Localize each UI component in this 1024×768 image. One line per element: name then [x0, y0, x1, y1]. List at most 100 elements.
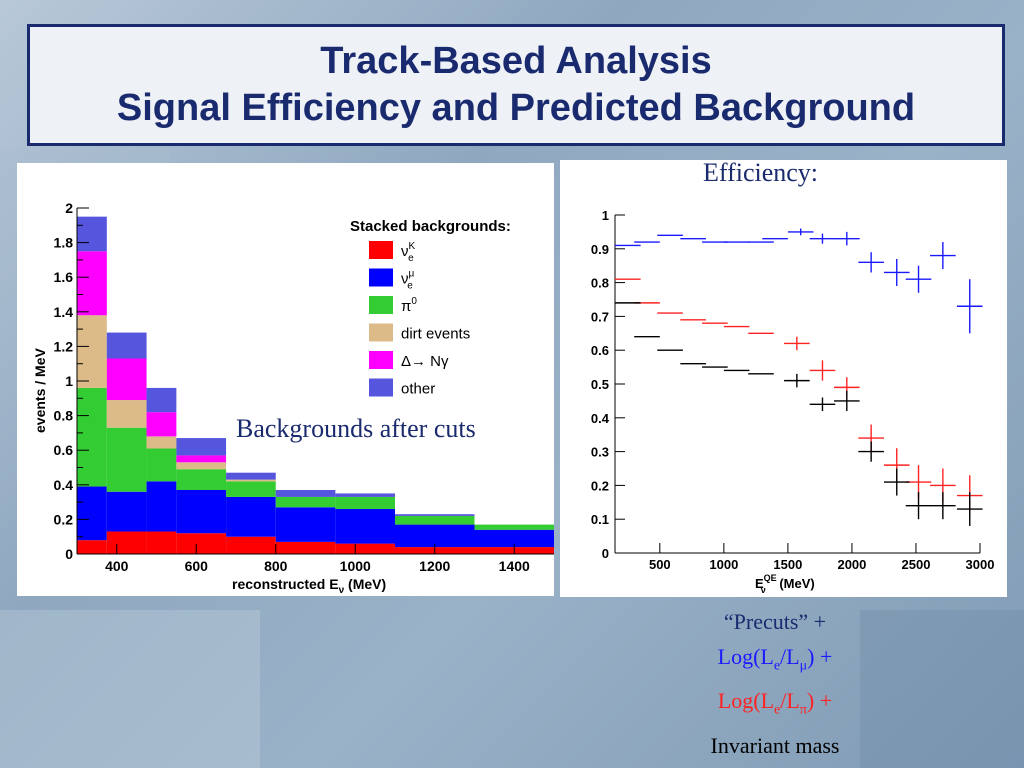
bar-segment	[146, 531, 177, 554]
x-tick-label: 2000	[837, 557, 866, 572]
y-tick-label: 1	[65, 373, 73, 389]
bar-segment	[176, 533, 227, 554]
legend-swatch	[369, 351, 393, 369]
y-tick-label: 0.3	[591, 445, 609, 460]
backgrounds-label: Backgrounds after cuts	[234, 414, 478, 444]
cut-log-mu-post: ) +	[807, 644, 833, 669]
bar-segment	[176, 455, 227, 463]
y-tick-label: 2	[65, 200, 73, 216]
legend-swatch	[369, 378, 393, 397]
x-tick-label: 500	[649, 557, 671, 572]
legend-swatch	[369, 268, 393, 287]
legend-title: Stacked backgrounds:	[350, 218, 511, 235]
y-tick-label: 0.9	[591, 242, 609, 257]
y-tick-label: 0.2	[54, 511, 74, 527]
y-tick-label: 0.5	[591, 377, 609, 392]
legend-label-main: ν	[401, 243, 409, 260]
y-tick-label: 0.8	[591, 276, 609, 291]
x-axis-label-unit: (MeV)	[776, 576, 815, 591]
x-tick-label: 800	[264, 558, 288, 574]
cut-log-pi-mid: /L	[780, 688, 800, 714]
bar-segment	[275, 507, 336, 542]
legend-label: νμ e	[401, 269, 415, 292]
cut-log-pi-pre: Log(L	[717, 688, 775, 714]
bar-segment	[146, 481, 177, 532]
y-tick-label: 0.4	[591, 411, 610, 426]
legend-label-sup: K	[409, 241, 416, 252]
bar-segment	[226, 536, 276, 554]
bar-segment	[106, 400, 147, 428]
cut-log-pi: Log(Le/Lπ) +	[690, 683, 860, 727]
bar-segment	[474, 529, 554, 548]
bar-segment	[106, 491, 147, 532]
x-axis-label-sub: ν	[339, 585, 345, 596]
bar-segment	[146, 412, 177, 437]
bar-segment	[395, 524, 475, 548]
legend-swatch	[369, 296, 393, 314]
cut-log-pi-sub: π	[799, 702, 807, 718]
y-tick-label: 0	[65, 546, 73, 562]
cut-log-pi-post: ) +	[806, 688, 833, 714]
stacked-background-chart: 0 0.2 0.4 0.6 0.8 1 1.2 1.4 1.6 1.8 2 400 600 800 1000…	[32, 200, 554, 596]
bar-segment	[226, 481, 276, 497]
bar-segment	[176, 438, 227, 456]
x-tick-label: 2500	[902, 557, 931, 572]
background-tile	[0, 610, 260, 768]
bar-segment	[226, 472, 276, 480]
bar-segment	[106, 531, 147, 554]
legend-label-main: dirt events	[401, 326, 470, 343]
x-tick-label: 1200	[419, 558, 450, 574]
cut-log-mu-pre: Log(L	[717, 644, 774, 669]
legend-label-main: π	[401, 298, 411, 315]
cut-log-mu-mid: /L	[780, 644, 800, 669]
bar-segment	[106, 427, 147, 492]
bar-segment	[77, 315, 107, 388]
bar-segment	[77, 387, 107, 487]
cut-log-mu-e: e	[773, 658, 781, 674]
bar-segment	[335, 543, 395, 554]
legend-label: νK e	[401, 241, 416, 264]
bar-segment	[275, 496, 336, 508]
bar-segment	[146, 436, 177, 449]
bar-segment	[106, 358, 147, 401]
y-axis-label: events / MeV	[32, 348, 48, 433]
y-tick-label: 0.2	[591, 478, 609, 493]
legend-label-main: ν	[401, 271, 409, 288]
bar-segment	[146, 448, 177, 482]
cut-precuts: “Precuts” +	[723, 609, 827, 634]
x-tick-label: 1500	[773, 557, 802, 572]
y-tick-label: 1.4	[54, 304, 74, 320]
bar-segment	[176, 469, 227, 490]
bar-segment	[77, 540, 107, 554]
bar-segment	[77, 251, 107, 316]
x-tick-label: 1000	[709, 557, 738, 572]
bar-segment	[176, 462, 227, 470]
cut-list: “Precuts” + Log(Le/Lμ) + Log(Le/Lπ) + In…	[690, 604, 860, 763]
legend-label: dirt events	[401, 326, 470, 343]
y-tick-label: 0.6	[54, 442, 74, 458]
cut-log-pi-e: e	[774, 702, 781, 718]
x-axis-label: EQE ν (MeV)	[755, 573, 815, 595]
cut-log-mu-sub: μ	[799, 658, 808, 674]
bar-segment	[395, 515, 475, 525]
legend-label: other	[401, 381, 435, 398]
title-line-2: Signal Efficiency and Predicted Backgrou…	[116, 87, 916, 129]
x-axis-label-main: reconstructed E	[232, 576, 339, 592]
efficiency-chart-panel: 0 0.1 0.2 0.3 0.4 0.5 0.6 0.7 0.8 0.9 1 500 1000 1500…	[560, 160, 1007, 597]
legend-label-sub: e	[407, 281, 413, 292]
y-tick-label: 0.7	[591, 309, 609, 324]
x-tick-label: 600	[185, 558, 209, 574]
title-line-1: Track-Based Analysis	[320, 40, 712, 82]
background-chart-panel: 0 0.2 0.4 0.6 0.8 1 1.2 1.4 1.6 1.8 2 400 600 800 1000…	[17, 163, 554, 596]
y-tick-label: 0.8	[54, 408, 74, 424]
legend-label: Δ→ Nγ	[401, 353, 449, 370]
bar-segment	[226, 496, 276, 537]
y-tick-label: 0	[602, 546, 609, 561]
bar-segment	[275, 489, 336, 497]
legend-label-main: other	[401, 381, 435, 398]
x-axis-label-sup: QE	[764, 573, 777, 583]
bar-segment	[77, 486, 107, 541]
cut-log-mu: Log(Le/Lμ) +	[690, 639, 860, 683]
x-axis-label: reconstructed Eν (MeV)	[232, 576, 386, 596]
